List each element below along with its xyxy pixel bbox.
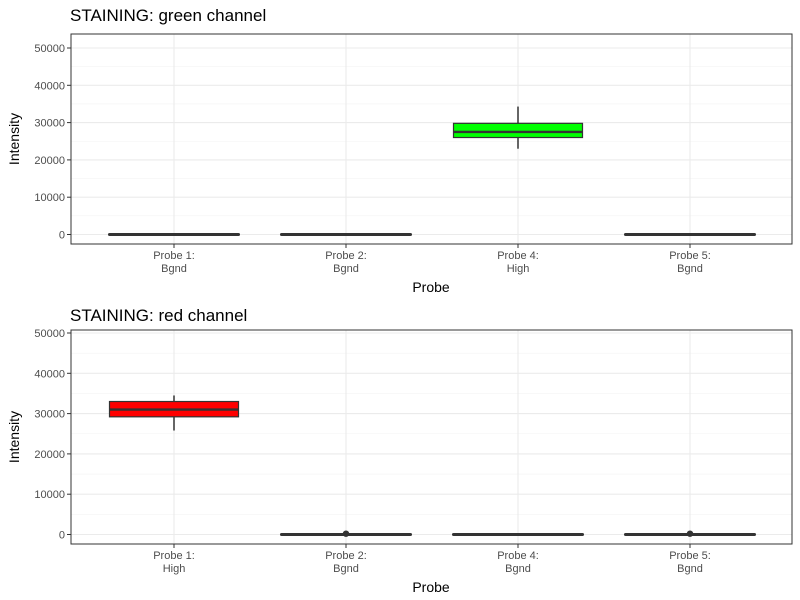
green-channel-x-axis-title: Probe — [412, 279, 450, 295]
red-channel-y-axis: 0 10000 20000 30000 40000 50000 — [34, 328, 71, 542]
y-tick-label: 0 — [59, 230, 65, 242]
red-channel-y-axis-title: Intensity — [6, 411, 22, 463]
red-channel-boxes — [108, 395, 756, 537]
x-tick-label-line1: Probe 4: — [497, 250, 539, 262]
box-1 — [108, 395, 240, 431]
red-channel-plot: STAINING: red channel 0 10000 20000 30000 40… — [6, 306, 793, 595]
red-channel-x-axis-title: Probe — [412, 579, 450, 595]
y-tick-label: 40000 — [34, 368, 65, 380]
y-tick-label: 50000 — [34, 328, 65, 340]
y-tick-label: 40000 — [34, 80, 65, 92]
box-4 — [624, 530, 756, 537]
box-outlier — [686, 530, 694, 537]
green-channel-gridlines — [71, 34, 792, 244]
x-tick-label-line1: Probe 1: — [153, 250, 195, 262]
y-tick-label: 50000 — [34, 43, 65, 55]
x-tick-label-line2: Bgnd — [677, 263, 703, 275]
y-tick-label: 10000 — [34, 192, 65, 204]
y-tick-label: 30000 — [34, 409, 65, 421]
y-tick-label: 0 — [59, 530, 65, 542]
box-outlier — [342, 530, 350, 537]
y-tick-label: 10000 — [34, 489, 65, 501]
green-channel-panel-border — [70, 33, 793, 245]
green-channel-title: STAINING: green channel — [70, 6, 266, 25]
x-tick-label-line1: Probe 5: — [669, 250, 711, 262]
green-channel-boxes — [108, 106, 756, 236]
green-channel-plot: STAINING: green channel 0 10000 20000 30000… — [6, 6, 793, 295]
x-tick-label-line1: Probe 2: — [325, 550, 367, 562]
box-3 — [452, 106, 584, 149]
red-channel-panel-border — [70, 329, 793, 545]
x-tick-label-line2: High — [163, 563, 186, 575]
box-body — [452, 122, 584, 139]
green-channel-y-axis: 0 10000 20000 30000 40000 50000 — [34, 43, 71, 242]
x-tick-label-line1: Probe 1: — [153, 550, 195, 562]
green-channel-y-axis-title: Intensity — [6, 113, 22, 165]
x-tick-label-line1: Probe 4: — [497, 550, 539, 562]
x-tick-label-line2: Bgnd — [161, 263, 187, 275]
y-tick-label: 20000 — [34, 155, 65, 167]
y-tick-label: 20000 — [34, 449, 65, 461]
y-tick-label: 30000 — [34, 118, 65, 130]
x-tick-label-line2: Bgnd — [333, 263, 359, 275]
x-tick-label-line1: Probe 5: — [669, 550, 711, 562]
x-tick-label-line2: Bgnd — [333, 563, 359, 575]
x-tick-label-line2: Bgnd — [677, 563, 703, 575]
x-tick-label-line2: High — [507, 263, 530, 275]
box-2 — [280, 530, 412, 537]
x-tick-label-line1: Probe 2: — [325, 250, 367, 262]
red-channel-title: STAINING: red channel — [70, 306, 247, 325]
x-tick-label-line2: Bgnd — [505, 563, 531, 575]
